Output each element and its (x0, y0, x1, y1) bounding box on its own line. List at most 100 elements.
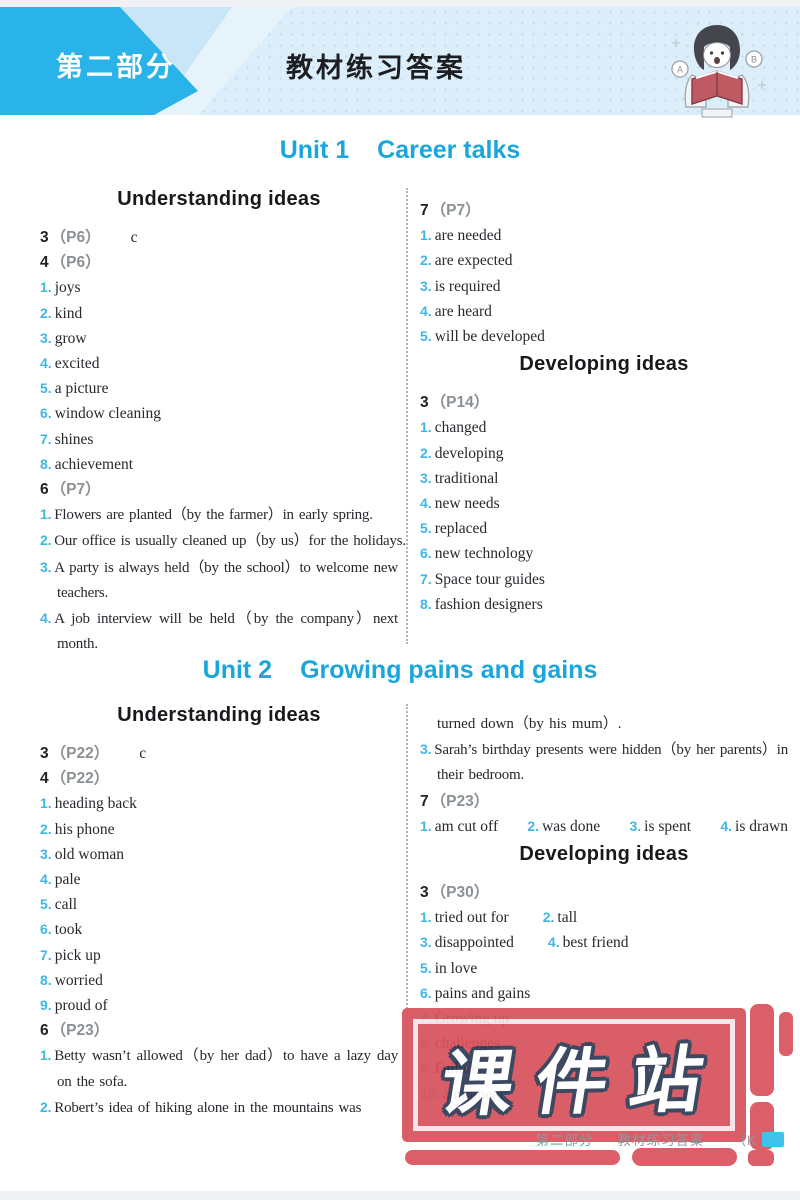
answer-item: 3. old woman (40, 842, 398, 867)
page-footer: 第二部分 教材练习答案 （K (0, 1129, 784, 1149)
answer-item: 2. kind (40, 301, 398, 326)
item-number: 4. (720, 817, 733, 834)
answer-item: 1. changed (420, 415, 788, 440)
footer-part-label: 第二部分 (535, 1133, 594, 1148)
item-text: changed (434, 419, 487, 437)
exercise-number: 4 (40, 254, 49, 272)
part-tab-label: 第二部分 (56, 52, 176, 82)
footer-title: 教材练习答案 (617, 1133, 705, 1148)
answer-item: 3. grow (40, 326, 398, 351)
unit-2-name: Growing pains and gains (300, 656, 598, 684)
item-text: tried out for (434, 909, 509, 927)
item-number: 2. (420, 444, 432, 461)
item-text: Sarah’s birthday presents were hidden（by… (434, 742, 788, 784)
item-text: best friend (562, 934, 629, 952)
answer-item: 6. pains and gains (420, 981, 788, 1006)
answer-item: 4. new needs (420, 491, 788, 516)
answer-item: 1. are needed (420, 223, 788, 248)
section-heading: Developing ideas (519, 843, 689, 866)
item-text: pick up (54, 946, 101, 964)
answer-row: 1. am cut off 2. was done 3. is spent 4. is dra… (420, 814, 788, 839)
answer-item: 2. Our office is usually cleaned up（by us… (40, 528, 406, 554)
item-text: grow (54, 329, 87, 347)
badge-letter-b: B (751, 55, 757, 65)
item-number: 1. (40, 795, 52, 812)
answer-item: 8. achievement (40, 452, 398, 477)
answer-item: 7. shines (40, 427, 398, 452)
item-text: am cut off (434, 817, 499, 835)
answer-item: 4. are heard (420, 299, 788, 324)
item-text: joys (54, 279, 81, 297)
item-number: 4. (40, 871, 52, 888)
item-number: 1. (420, 227, 432, 244)
header-banner-shape (0, 7, 292, 115)
item-number: 7. (420, 570, 432, 587)
item-number: 2. (40, 820, 52, 837)
answer-item: 2. developing (420, 441, 788, 466)
exercise-label: 7 （P7） (420, 198, 788, 223)
item-text: took (54, 921, 83, 939)
stamp-brush-stroke (748, 1150, 774, 1166)
answer-item: 3. A party is always held（by the school）t… (40, 555, 398, 606)
item-text: Betty wasn’t allowed（by her dad）to have … (54, 1048, 398, 1090)
item-text: in love (434, 959, 478, 977)
girl-hair (693, 25, 740, 70)
exercise-label: 3 （P6） c (40, 225, 398, 250)
item-text: are needed (434, 227, 502, 245)
exercise-page-ref: （P14） (430, 394, 490, 412)
item-text: worried (54, 971, 103, 989)
item-number: 3. (40, 329, 52, 346)
badge-letter-a: A (677, 65, 683, 75)
answer-item: 3. Sarah’s birthday presents were hidden（… (420, 737, 788, 788)
page-number-chip (762, 1131, 784, 1147)
unit-1-right-column: 7 （P7） 1. are needed 2. are expected 3. is requ… (420, 184, 788, 650)
unit-1-title: Unit 1 Career talks (0, 136, 800, 165)
exercise-number: 3 (420, 884, 429, 902)
answer-item: 1. joys (40, 275, 398, 300)
item-number: 4. (40, 610, 52, 627)
answer-item: 8. worried (40, 968, 398, 993)
item-number: 8. (420, 595, 432, 612)
item-text: pale (54, 871, 81, 889)
exercise-answer: c (139, 745, 147, 762)
item-text: is drawn (735, 817, 788, 835)
item-text: disappointed (434, 934, 514, 952)
item-number: 7. (40, 430, 52, 447)
item-number: 6. (420, 984, 432, 1001)
continuation-line: turned down（by his mum）. (437, 716, 622, 732)
item-text: his phone (54, 820, 115, 838)
item-number: 1. (420, 909, 432, 926)
stamp-brush-stroke (405, 1150, 620, 1165)
answer-item: 1. Flowers are planted（by the farmer）in e… (40, 502, 398, 528)
item-number: 2. (420, 252, 432, 269)
item-number: 5. (420, 520, 432, 537)
item-number: 6. (40, 921, 52, 938)
item-text: proud of (54, 997, 108, 1015)
answer-item: 5. replaced (420, 516, 788, 541)
exercise-label: 7 （P23） (420, 789, 788, 814)
section-heading: Developing ideas (519, 353, 689, 376)
item-text: new needs (434, 495, 500, 513)
watermark-stamp-box: 课件站 (402, 1008, 746, 1142)
answer-item: 1. heading back (40, 791, 398, 816)
item-text: window cleaning (54, 405, 162, 423)
bottom-edge-strip (0, 1191, 800, 1200)
answer-item: 4. excited (40, 351, 398, 376)
unit-1-left-column: Understanding ideas 3 （P6） c 4 （P6） 1. joys 2. ki… (40, 184, 406, 652)
item-number: 2. (40, 1098, 52, 1115)
unit-1-name: Career talks (377, 136, 521, 164)
item-text: shines (54, 430, 94, 448)
exercise-page-ref: （P7） (430, 202, 481, 219)
item-number: 1. (420, 419, 432, 436)
item-text: traditional (434, 469, 499, 487)
item-number: 3. (420, 741, 432, 758)
item-number: 5. (420, 328, 432, 345)
item-number: 3. (420, 277, 432, 294)
watermark-stamp-text: 课件站 (435, 1039, 731, 1125)
answer-item: 3. is required (420, 274, 788, 299)
item-number: 5. (40, 896, 52, 913)
answer-part: 2. was done (527, 814, 600, 839)
exercise-number: 7 (420, 202, 429, 219)
stamp-brush-stroke (779, 1012, 793, 1056)
exercise-label: 6 （P7） (40, 477, 398, 502)
